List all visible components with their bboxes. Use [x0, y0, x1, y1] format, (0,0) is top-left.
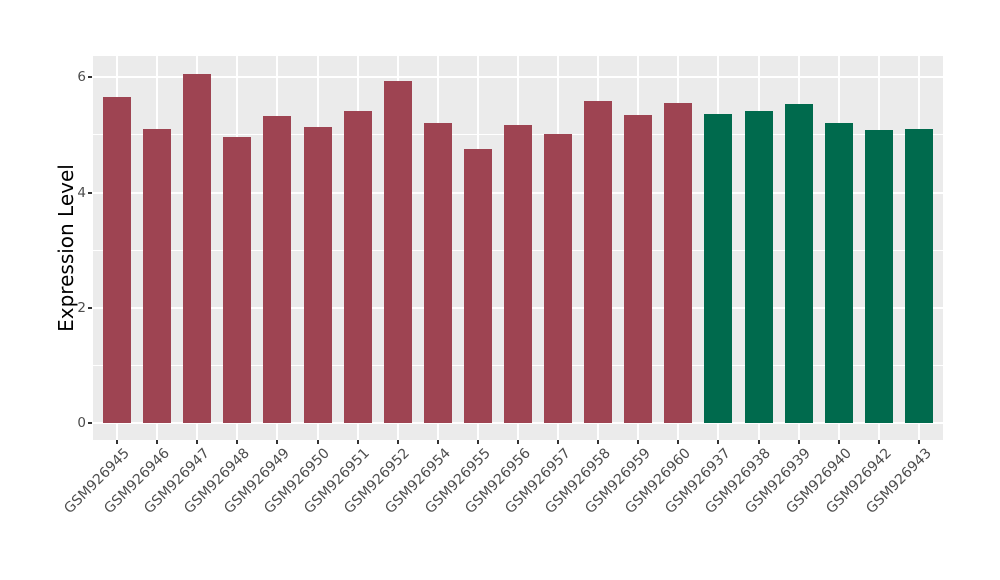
- bar: [463, 149, 492, 424]
- bar: [223, 137, 252, 424]
- bar: [824, 123, 853, 424]
- x-axis-tick: [436, 440, 439, 444]
- x-axis-tick: [476, 440, 479, 444]
- x-axis-tick: [917, 440, 920, 444]
- bar: [143, 129, 172, 424]
- x-axis-tick: [837, 440, 840, 444]
- bar: [904, 129, 933, 424]
- x-axis-tick: [116, 440, 119, 444]
- bar: [744, 110, 773, 424]
- y-axis-tick: [88, 422, 92, 425]
- x-axis-tick: [597, 440, 600, 444]
- bar: [544, 133, 573, 424]
- y-tick-label: 4: [77, 184, 86, 201]
- x-axis-tick: [677, 440, 680, 444]
- x-axis-tick: [316, 440, 319, 444]
- x-axis-tick: [717, 440, 720, 444]
- y-axis-tick: [88, 76, 92, 79]
- x-axis-tick: [196, 440, 199, 444]
- bar: [504, 124, 532, 424]
- y-tick-label: 0: [77, 415, 86, 432]
- bar: [263, 116, 292, 424]
- x-axis-tick: [517, 440, 519, 444]
- x-axis-tick: [757, 440, 760, 444]
- x-axis-tick: [877, 440, 880, 444]
- bar: [103, 96, 132, 424]
- x-axis-tick: [236, 440, 239, 444]
- bar: [664, 102, 693, 424]
- bar: [624, 115, 653, 424]
- x-axis-tick: [637, 440, 640, 444]
- x-axis-tick: [356, 440, 359, 444]
- bar: [784, 103, 813, 424]
- bar: [423, 123, 452, 424]
- bar: [864, 130, 893, 424]
- bar: [704, 114, 733, 424]
- y-axis-tick: [88, 307, 92, 309]
- x-axis-tick: [396, 440, 399, 444]
- bar: [183, 73, 212, 424]
- plot-panel: [93, 56, 943, 440]
- y-axis-tick: [88, 191, 92, 194]
- y-tick-label: 2: [77, 300, 86, 316]
- x-axis-tick: [557, 440, 560, 444]
- x-axis-tick: [156, 440, 159, 444]
- x-axis-tick: [797, 440, 800, 444]
- y-tick-label: 6: [77, 69, 86, 86]
- x-axis-tick: [276, 440, 279, 444]
- bar: [383, 80, 412, 424]
- bar: [303, 126, 332, 424]
- bar: [584, 101, 613, 424]
- bar: [343, 110, 372, 424]
